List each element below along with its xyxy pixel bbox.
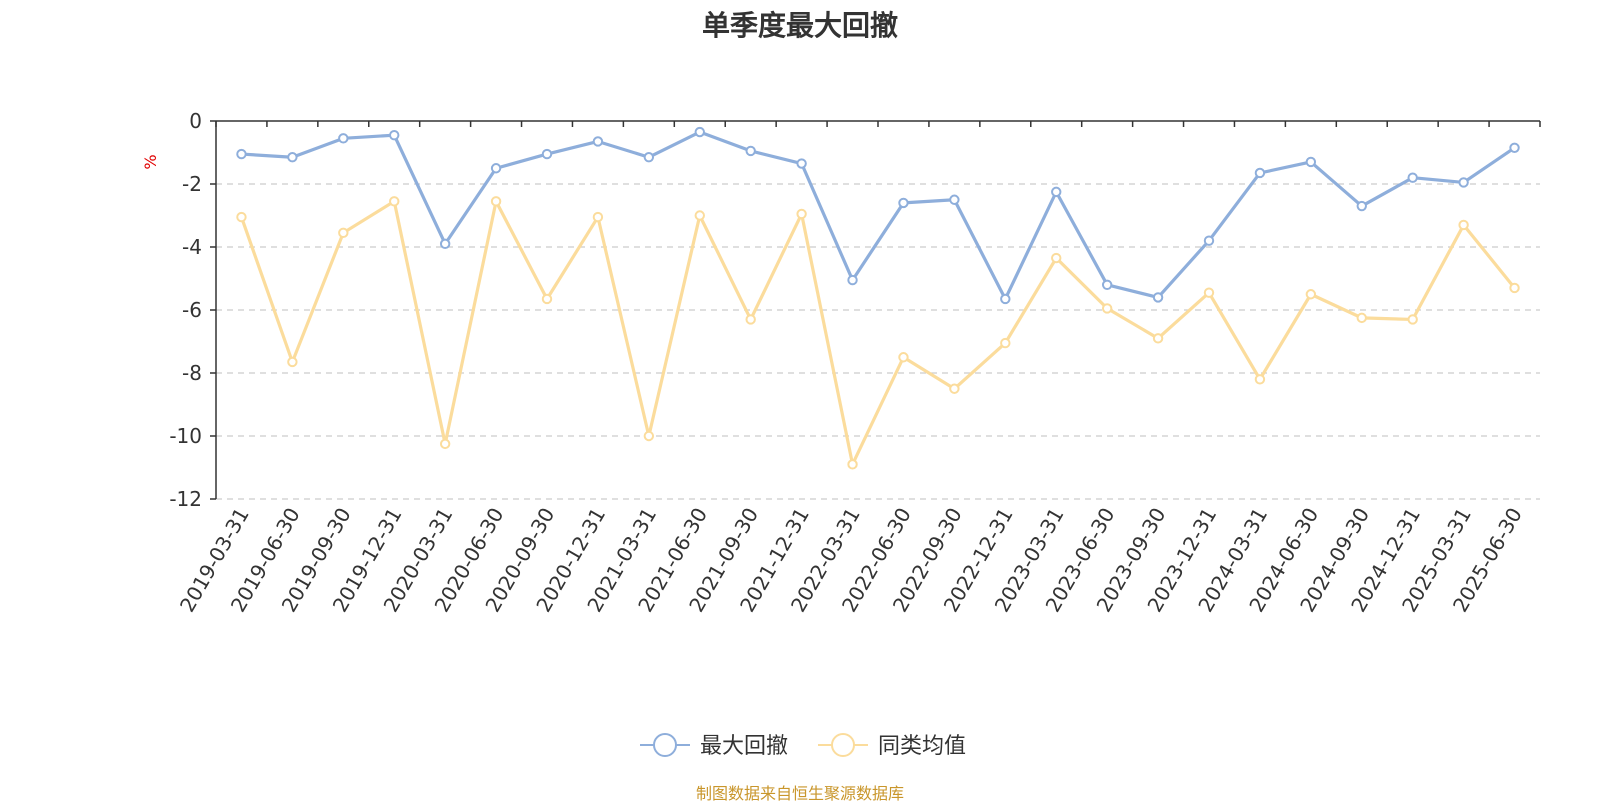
source-note: 制图数据来自恒生聚源数据库 [695, 784, 904, 803]
data-point[interactable] [1509, 282, 1520, 294]
y-tick-label: -12 [169, 487, 202, 511]
y-tick-label: -10 [169, 424, 202, 448]
legend: 最大回撤 同类均值 [640, 733, 966, 759]
data-point[interactable] [1407, 314, 1418, 325]
data-point[interactable] [541, 293, 553, 305]
data-point[interactable] [1101, 279, 1113, 290]
data-point[interactable] [694, 126, 705, 138]
data-point[interactable] [490, 196, 502, 207]
data-point[interactable] [1203, 287, 1215, 298]
series-peer-average [236, 196, 1520, 470]
y-axis-ticks: 0 -2 -4 -6 -8 -10 -12 [169, 109, 216, 511]
data-point[interactable] [592, 211, 604, 223]
data-point[interactable] [1000, 293, 1011, 305]
chart-title: 单季度最大回撤 [701, 9, 898, 42]
data-point[interactable] [1051, 252, 1062, 264]
data-point[interactable] [796, 158, 807, 169]
data-point[interactable] [338, 133, 349, 144]
data-point[interactable] [643, 430, 655, 442]
series [236, 126, 1520, 470]
data-point[interactable] [541, 148, 553, 160]
series-max-drawdown [236, 126, 1520, 305]
y-tick-label: -4 [182, 235, 202, 259]
data-point[interactable] [1101, 303, 1113, 314]
data-point[interactable] [1407, 172, 1418, 183]
data-point[interactable] [389, 196, 400, 207]
legend-marker-icon [653, 733, 677, 757]
data-point[interactable] [847, 274, 858, 286]
y-tick-label: -8 [182, 361, 202, 385]
data-point[interactable] [490, 163, 502, 174]
data-point[interactable] [1254, 167, 1266, 179]
data-point[interactable] [1458, 177, 1469, 188]
data-point[interactable] [949, 383, 960, 394]
data-point[interactable] [287, 356, 298, 368]
data-point[interactable] [1305, 289, 1317, 300]
data-point[interactable] [1305, 156, 1317, 168]
data-point[interactable] [1458, 219, 1469, 231]
data-point[interactable] [1356, 200, 1367, 212]
data-point[interactable] [338, 227, 349, 239]
y-tick-label: 0 [189, 109, 202, 133]
grid-lines [216, 183, 1540, 500]
data-point[interactable] [1051, 186, 1062, 198]
legend-marker-icon [831, 733, 855, 757]
legend-label: 同类均值 [878, 734, 966, 759]
data-point[interactable] [236, 148, 247, 160]
data-point[interactable] [1509, 142, 1520, 153]
data-point[interactable] [1203, 235, 1215, 246]
data-point[interactable] [745, 145, 756, 157]
y-tick-label: -2 [182, 172, 202, 196]
data-point[interactable] [847, 459, 858, 470]
y-tick-label: -6 [182, 298, 202, 322]
data-point[interactable] [236, 211, 247, 223]
data-point[interactable] [745, 314, 756, 325]
series-line [241, 130, 1516, 301]
data-point[interactable] [1356, 312, 1367, 324]
legend-label: 最大回撤 [700, 734, 788, 759]
data-point[interactable] [949, 194, 960, 205]
data-point[interactable] [898, 197, 909, 209]
legend-item-peer-average[interactable]: 同类均值 [818, 733, 966, 759]
data-point[interactable] [287, 152, 298, 163]
data-point[interactable] [1152, 292, 1164, 303]
data-point[interactable] [389, 129, 400, 141]
data-point[interactable] [796, 208, 807, 220]
y-axis-label: % [141, 154, 160, 169]
data-point[interactable] [1152, 333, 1164, 344]
x-axis-ticks: 2019-03-312019-06-302019-09-302019-12-31… [175, 121, 1541, 616]
data-point[interactable] [898, 352, 909, 363]
series-line [239, 199, 1516, 466]
data-point[interactable] [643, 152, 655, 163]
data-point[interactable] [694, 210, 705, 221]
data-point[interactable] [1000, 337, 1011, 349]
data-point[interactable] [439, 238, 451, 250]
data-point[interactable] [1254, 374, 1266, 385]
data-point[interactable] [439, 438, 451, 450]
legend-item-max-drawdown[interactable]: 最大回撤 [640, 733, 788, 759]
data-point[interactable] [592, 136, 604, 147]
